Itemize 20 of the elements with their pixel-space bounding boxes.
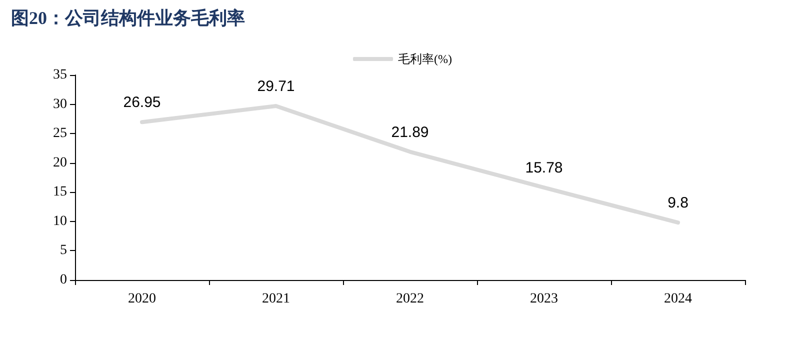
legend-label: 毛利率(%): [398, 52, 452, 66]
x-tick-label: 2021: [262, 292, 290, 306]
data-label: 9.8: [668, 194, 688, 212]
y-tick-label: 5: [60, 243, 67, 258]
x-tick-label: 2022: [396, 292, 424, 306]
x-tick-label: 2024: [664, 292, 692, 306]
x-tick-label: 2020: [128, 292, 156, 306]
y-tick-label: 30: [53, 96, 67, 112]
y-tick-label: 25: [53, 126, 67, 142]
data-label: 26.95: [123, 94, 161, 112]
y-tick-label: 20: [53, 155, 67, 170]
y-tick-label: 15: [53, 184, 67, 200]
y-tick-label: 10: [53, 214, 67, 229]
y-tick-label: 0: [60, 272, 67, 288]
y-tick-label: 35: [53, 68, 67, 82]
data-label: 21.89: [391, 124, 429, 141]
x-tick-label: 2023: [530, 292, 558, 306]
data-label: 15.78: [525, 160, 563, 177]
chart-title: 图20：公司结构件业务毛利率: [11, 8, 245, 28]
data-label: 29.71: [257, 78, 295, 95]
